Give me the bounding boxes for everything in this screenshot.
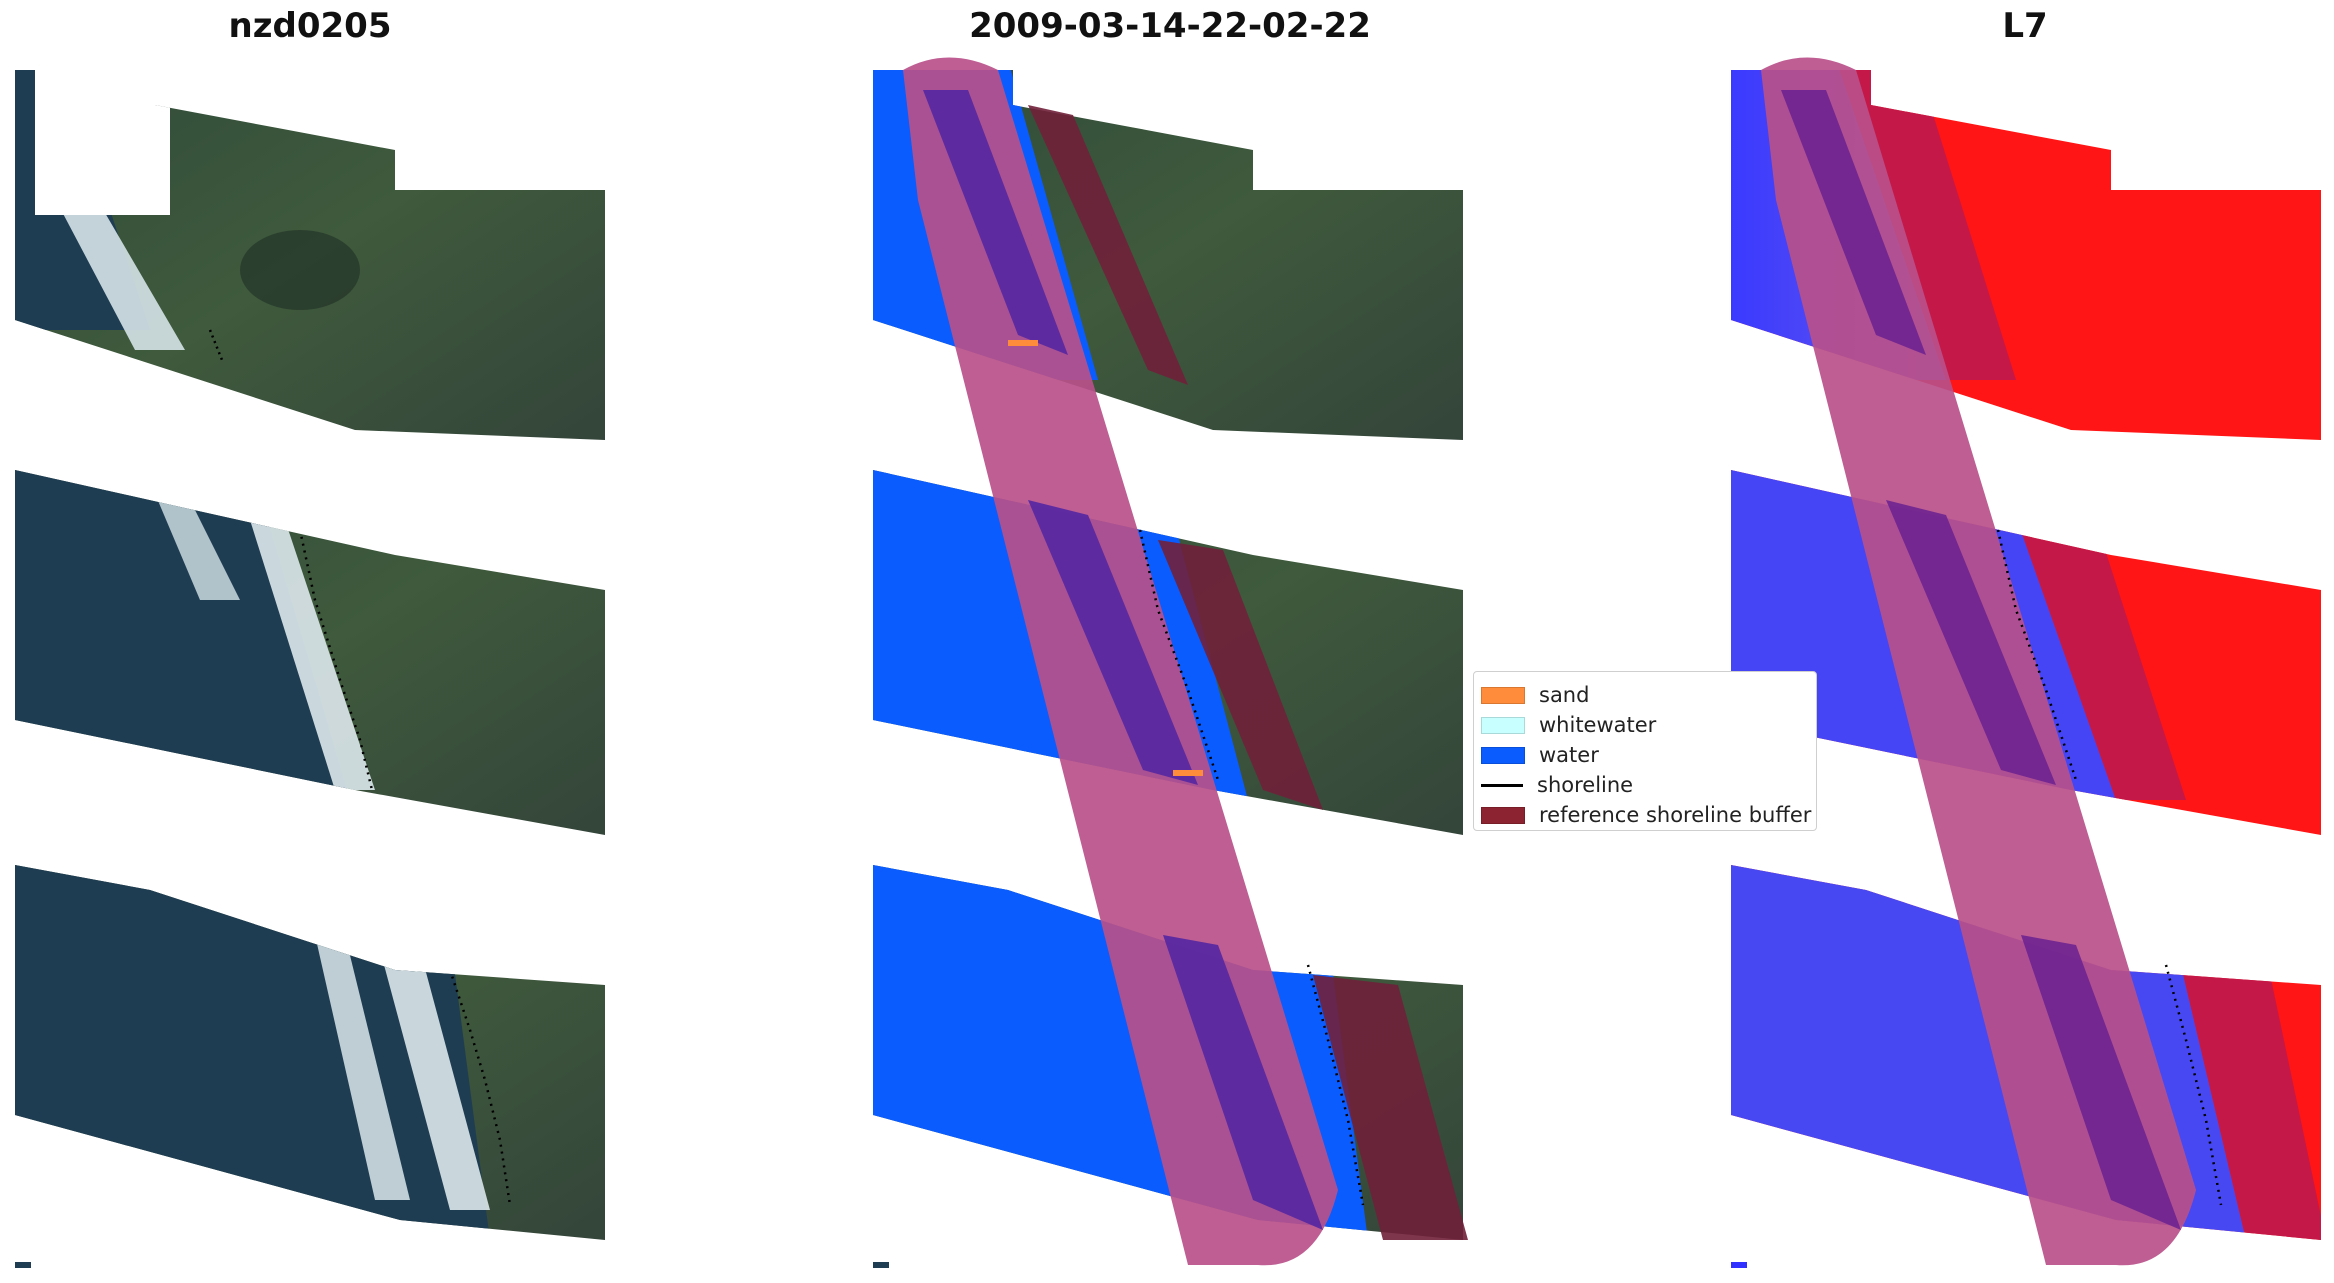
water-index-panel: [1731, 57, 2321, 1268]
legend-item-shoreline: shoreline: [1476, 770, 1816, 800]
corner-pixel-marker: [15, 1262, 31, 1268]
legend-item-whitewater: whitewater: [1476, 710, 1816, 740]
panel-title-date: 2009-03-14-22-02-22: [969, 6, 1371, 46]
water-swatch: [1481, 746, 1525, 764]
index-water-in-buffer: [1781, 90, 2181, 1230]
legend-item-buffer: reference shoreline buffer: [1476, 800, 1816, 830]
legend-item-sand: sand: [1476, 680, 1816, 710]
classification-panel: [873, 57, 1468, 1268]
whitewater-swatch: [1481, 716, 1525, 734]
legend-label: whitewater: [1539, 713, 1657, 737]
sand-swatch: [1481, 686, 1525, 704]
legend-item-water: water: [1476, 740, 1816, 770]
legend: sand whitewater water shoreline referenc…: [1473, 671, 1817, 831]
legend-label: shoreline: [1537, 773, 1634, 797]
rgb-strip-1: [15, 70, 605, 440]
buffer-over-land: [1028, 105, 1468, 1240]
legend-label: sand: [1539, 683, 1590, 707]
shoreline-line-swatch: [1481, 783, 1523, 787]
panel-title-site: nzd0205: [228, 6, 392, 46]
legend-label: reference shoreline buffer: [1539, 803, 1812, 827]
buffer-swatch: [1481, 806, 1525, 824]
rgb-strip-2: [15, 470, 605, 835]
legend-label: water: [1539, 743, 1599, 767]
rgb-image-panel: [15, 70, 605, 1268]
panel-title-satellite: L7: [2002, 6, 2048, 46]
water-in-buffer: [923, 90, 1323, 1230]
rgb-strip-3: [15, 865, 605, 1240]
